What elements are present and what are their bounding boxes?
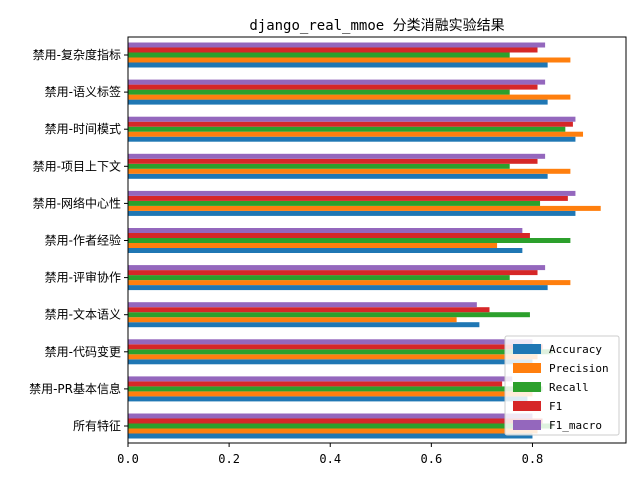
bar <box>128 386 543 392</box>
bar <box>128 359 533 365</box>
legend-swatch <box>513 382 541 392</box>
bar <box>128 195 568 201</box>
bar <box>128 349 553 355</box>
category-labels: 所有特征 禁用-PR基本信息 禁用-代码变更禁用-文本语义禁用-评审协作禁用-作者经… <box>29 47 128 433</box>
category-label: 禁用-复杂度指标 <box>33 47 121 62</box>
bar <box>128 158 538 164</box>
x-tick-label: 0.8 <box>522 452 544 466</box>
x-tick-label: 0.2 <box>218 452 240 466</box>
bar <box>128 131 584 137</box>
category-label: 禁用-语义标签 <box>45 84 121 99</box>
bar <box>128 238 571 243</box>
bar <box>128 228 523 233</box>
bar <box>128 47 538 53</box>
bar <box>128 173 548 179</box>
bar <box>128 280 571 286</box>
bar <box>128 84 538 90</box>
category-label: 所有特征 <box>73 418 121 433</box>
legend-swatch <box>513 344 541 354</box>
legend: Accuracy Precision Recall F1 F1_macro <box>504 335 620 436</box>
bar <box>128 210 576 216</box>
bar <box>128 344 543 350</box>
bar <box>128 42 546 48</box>
bar <box>128 79 546 85</box>
legend-swatch <box>513 420 541 430</box>
bar <box>128 233 530 238</box>
bars-layer <box>128 42 601 439</box>
bar <box>128 243 498 248</box>
bar <box>128 190 576 196</box>
bar <box>128 307 490 313</box>
bar <box>128 94 571 100</box>
legend-label: Precision <box>549 362 609 375</box>
bar <box>128 200 541 206</box>
bar <box>128 116 576 122</box>
x-tick-label: 0.0 <box>117 452 139 466</box>
bar <box>128 62 548 68</box>
bar <box>128 205 601 211</box>
x-axis-ticks: 0.0 0.2 0.4 0.6 0.8 <box>117 443 543 466</box>
x-tick-label: 0.4 <box>319 452 341 466</box>
legend-swatch <box>513 363 541 373</box>
category-label: 禁用-网络中心性 <box>33 195 121 210</box>
bar <box>128 339 533 345</box>
bar <box>128 285 548 291</box>
bar <box>128 52 510 58</box>
bar <box>128 275 510 281</box>
bar <box>128 418 543 424</box>
bar <box>128 163 510 169</box>
bar <box>128 413 533 419</box>
legend-label: F1_macro <box>549 419 602 432</box>
bar <box>128 312 530 318</box>
x-tick-label: 0.6 <box>421 452 443 466</box>
category-label: 禁用-作者经验 <box>45 233 121 248</box>
bar <box>128 126 566 132</box>
category-label: 禁用-文本语义 <box>45 307 121 322</box>
bar <box>128 391 533 397</box>
bar <box>128 381 503 387</box>
bar <box>128 99 548 105</box>
bar <box>128 354 538 360</box>
bar <box>128 136 576 142</box>
bar <box>128 376 513 382</box>
plot-frame <box>127 36 627 444</box>
chart-title: django_real_mmoe 分类消融实验结果 <box>249 18 504 34</box>
category-label: 禁用-项目上下文 <box>33 158 121 173</box>
legend-swatch <box>513 401 541 411</box>
bar <box>128 428 538 434</box>
bar <box>128 396 528 402</box>
legend-label: Recall <box>549 381 589 394</box>
category-label: 禁用-PR基本信息 <box>29 381 121 396</box>
bar <box>128 248 523 253</box>
bar <box>128 265 546 271</box>
category-label: 禁用-时间模式 <box>45 122 121 136</box>
bar <box>128 57 571 63</box>
category-label: 禁用-评审协作 <box>45 270 121 285</box>
bar <box>128 423 553 429</box>
legend-label: Accuracy <box>549 343 602 356</box>
bar <box>128 153 546 159</box>
bar <box>128 433 533 439</box>
bar <box>128 168 571 174</box>
bar <box>128 121 573 127</box>
bar <box>128 302 477 308</box>
bar <box>128 322 480 328</box>
bar <box>128 89 510 95</box>
category-label: 禁用-代码变更 <box>45 344 121 359</box>
legend-label: F1 <box>549 400 562 413</box>
bar <box>128 317 457 323</box>
bar <box>128 270 538 276</box>
